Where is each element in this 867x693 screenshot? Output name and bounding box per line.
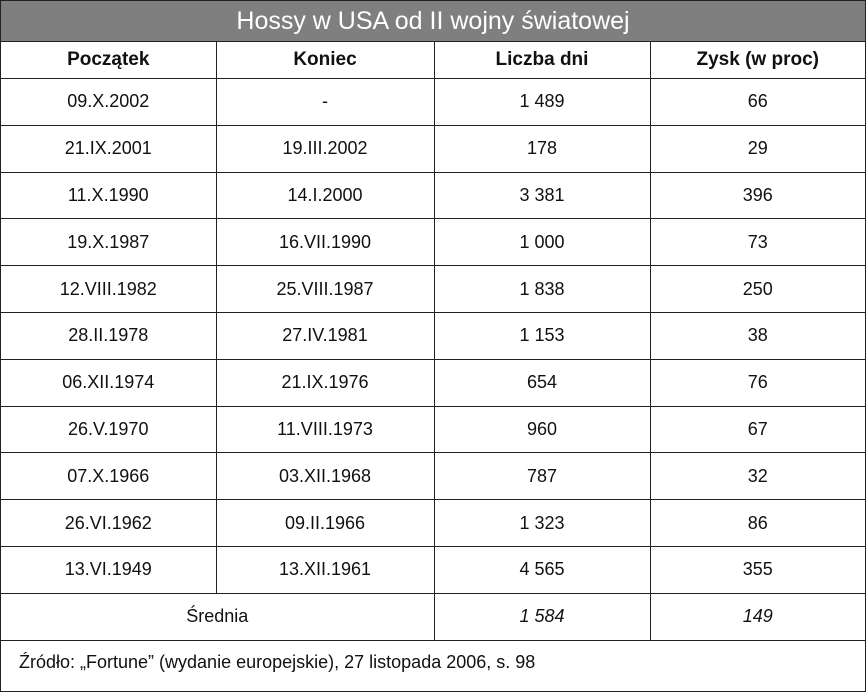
start-date-cell: 12.VIII.1982 xyxy=(1,265,217,313)
start-date-cell: 09.X.2002 xyxy=(1,78,217,126)
end-date-cell: 03.XII.1968 xyxy=(216,452,435,501)
gain-cell: 38 xyxy=(650,312,865,360)
average-label: Średnia xyxy=(1,593,435,641)
days-cell: 1 323 xyxy=(434,499,651,547)
start-date-cell: 06.XII.1974 xyxy=(1,359,217,407)
days-cell: 787 xyxy=(434,452,651,501)
table-row: 26.VI.1962 09.II.1966 1 323 86 xyxy=(1,499,865,547)
start-date-cell: 07.X.1966 xyxy=(1,452,217,501)
end-date-cell: 21.IX.1976 xyxy=(216,359,435,407)
end-date-cell: 13.XII.1961 xyxy=(216,546,435,594)
column-header-start: Początek xyxy=(1,42,217,79)
table-title: Hossy w USA od II wojny światowej xyxy=(1,1,865,42)
average-gain: 149 xyxy=(650,593,865,641)
end-date-cell: 09.II.1966 xyxy=(216,499,435,547)
table-row: 12.VIII.1982 25.VIII.1987 1 838 250 xyxy=(1,265,865,313)
gain-cell: 86 xyxy=(650,499,865,547)
days-cell: 1 489 xyxy=(434,78,651,126)
gain-cell: 250 xyxy=(650,265,865,313)
column-header-end: Koniec xyxy=(216,42,435,79)
days-cell: 1 153 xyxy=(434,312,651,360)
average-days: 1 584 xyxy=(434,593,651,641)
days-cell: 1 000 xyxy=(434,218,651,267)
gain-cell: 76 xyxy=(650,359,865,407)
table-row: 11.X.1990 14.I.2000 3 381 396 xyxy=(1,172,865,220)
end-date-cell: 25.VIII.1987 xyxy=(216,265,435,313)
table-row: 28.II.1978 27.IV.1981 1 153 38 xyxy=(1,312,865,360)
start-date-cell: 11.X.1990 xyxy=(1,172,217,220)
start-date-cell: 21.IX.2001 xyxy=(1,125,217,173)
end-date-cell: 16.VII.1990 xyxy=(216,218,435,267)
gain-cell: 32 xyxy=(650,452,865,501)
days-cell: 1 838 xyxy=(434,265,651,313)
end-date-cell: 11.VIII.1973 xyxy=(216,406,435,454)
table-row: 21.IX.2001 19.III.2002 178 29 xyxy=(1,125,865,173)
gain-cell: 396 xyxy=(650,172,865,220)
end-date-cell: 19.III.2002 xyxy=(216,125,435,173)
start-date-cell: 19.X.1987 xyxy=(1,218,217,267)
days-cell: 3 381 xyxy=(434,172,651,220)
average-row: Średnia 1 584 149 xyxy=(1,593,865,641)
bull-markets-table: Początek Koniec Liczba dni Zysk (w proc)… xyxy=(1,42,865,641)
gain-cell: 67 xyxy=(650,406,865,454)
end-date-cell: 27.IV.1981 xyxy=(216,312,435,360)
column-header-days: Liczba dni xyxy=(434,42,651,79)
table-row: 19.X.1987 16.VII.1990 1 000 73 xyxy=(1,218,865,267)
table-row: 06.XII.1974 21.IX.1976 654 76 xyxy=(1,359,865,407)
start-date-cell: 26.VI.1962 xyxy=(1,499,217,547)
days-cell: 4 565 xyxy=(434,546,651,594)
end-date-cell: 14.I.2000 xyxy=(216,172,435,220)
gain-cell: 355 xyxy=(650,546,865,594)
source-note: Źródło: „Fortune” (wydanie europejskie),… xyxy=(19,652,536,673)
days-cell: 654 xyxy=(434,359,651,407)
end-date-cell: - xyxy=(216,78,435,126)
table-row: 07.X.1966 03.XII.1968 787 32 xyxy=(1,452,865,501)
gain-cell: 29 xyxy=(650,125,865,173)
header-row: Początek Koniec Liczba dni Zysk (w proc) xyxy=(1,42,865,79)
start-date-cell: 13.VI.1949 xyxy=(1,546,217,594)
gain-cell: 66 xyxy=(650,78,865,126)
days-cell: 178 xyxy=(434,125,651,173)
table-row: 26.V.1970 11.VIII.1973 960 67 xyxy=(1,406,865,454)
start-date-cell: 26.V.1970 xyxy=(1,406,217,454)
gain-cell: 73 xyxy=(650,218,865,267)
column-header-gain: Zysk (w proc) xyxy=(650,42,865,79)
start-date-cell: 28.II.1978 xyxy=(1,312,217,360)
days-cell: 960 xyxy=(434,406,651,454)
table-row: 09.X.2002-1 489 66 xyxy=(1,78,865,126)
table-row: 13.VI.1949 13.XII.1961 4 565 355 xyxy=(1,546,865,594)
